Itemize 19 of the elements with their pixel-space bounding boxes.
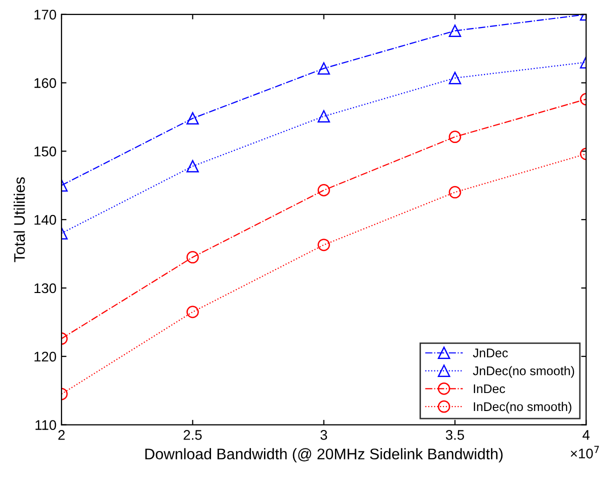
x-tick-label: 3.5 <box>446 430 464 440</box>
x-tick-label: 3 <box>320 430 328 440</box>
legend-label: JnDec <box>472 348 508 358</box>
legend-label: InDec <box>474 384 506 394</box>
y-tick-label: 140 <box>34 214 56 225</box>
y-tick-label: 150 <box>34 146 56 156</box>
x-axis-title: Download Bandwidth (@ 20MHz Sidelink Bandwidth) <box>145 448 503 462</box>
y-tick-label: 170 <box>34 10 56 20</box>
x-tick-label: 2 <box>58 430 65 440</box>
y-axis-title: Total Utilities <box>14 177 25 262</box>
y-tick-label: 120 <box>34 352 56 362</box>
y-tick-label: 110 <box>36 420 56 430</box>
text: ×10$^{7}$ <box>570 446 599 458</box>
legend-label: InDec(no smooth) <box>474 402 572 414</box>
x-tick-label: 4 <box>582 430 590 440</box>
x-tick-label: 2.5 <box>184 430 202 440</box>
legend-label: JnDec(no smooth) <box>472 366 574 378</box>
y-tick-label: 130 <box>34 283 56 294</box>
y-tick-label: 160 <box>34 78 56 88</box>
